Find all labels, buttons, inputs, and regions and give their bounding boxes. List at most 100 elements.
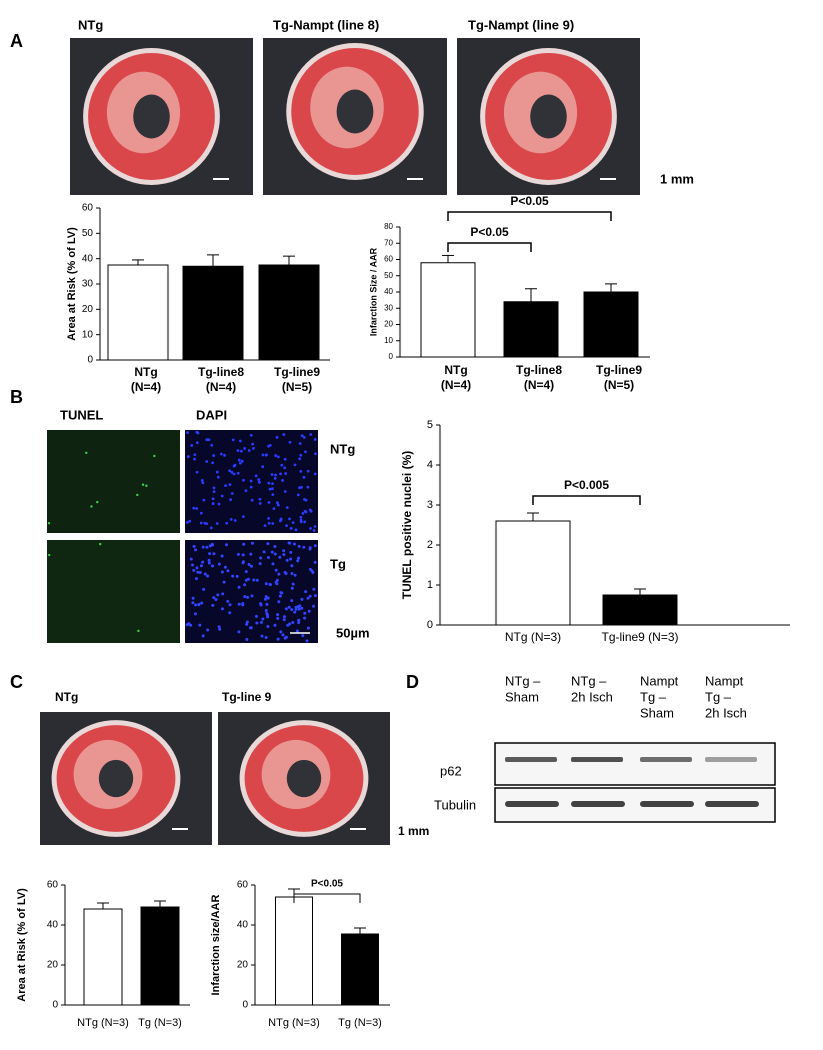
y-tick-label: 20	[384, 320, 393, 329]
nucleus	[276, 616, 280, 620]
nucleus	[263, 524, 267, 528]
nucleus	[260, 634, 264, 638]
nucleus	[283, 466, 287, 470]
nucleus	[298, 457, 302, 461]
nucleus	[219, 452, 223, 456]
nucleus	[198, 623, 202, 627]
nucleus	[299, 515, 303, 519]
nucleus	[304, 450, 307, 454]
bar	[495, 520, 571, 626]
significance-label: P<0.005	[564, 478, 609, 492]
nucleus	[298, 486, 301, 490]
nucleus	[313, 472, 317, 476]
nucleus	[275, 578, 279, 582]
nucleus	[285, 558, 289, 562]
nucleus	[241, 602, 245, 606]
nucleus	[217, 502, 221, 506]
nucleus	[268, 582, 272, 586]
nucleus	[216, 475, 220, 479]
nucleus	[194, 577, 198, 581]
nucleus	[215, 470, 219, 474]
nucleus	[312, 587, 316, 591]
y-tick-label: 0	[87, 355, 93, 366]
nucleus	[237, 458, 241, 462]
bar	[258, 264, 320, 361]
nucleus	[285, 524, 288, 528]
nucleus	[266, 615, 270, 619]
nucleus	[195, 566, 199, 570]
nucleus	[212, 596, 216, 600]
nucleus	[296, 559, 300, 563]
nucleus	[277, 572, 281, 576]
x-tick-label: (N=5)	[604, 378, 634, 392]
nucleus	[266, 542, 270, 546]
nucleus	[211, 603, 215, 607]
y-tick-label: 60	[384, 255, 393, 264]
nucleus	[275, 582, 279, 586]
nucleus	[47, 521, 51, 525]
nucleus	[245, 622, 249, 626]
nucleus	[225, 521, 229, 525]
nucleus	[229, 517, 233, 521]
nucleus	[190, 444, 194, 447]
nucleus	[223, 565, 227, 569]
nucleus	[237, 602, 241, 606]
nucleus	[293, 573, 297, 577]
x-tick-label: NTg	[444, 363, 467, 377]
column-label: Tg –	[640, 689, 667, 704]
nucleus	[294, 607, 298, 611]
nucleus	[296, 493, 300, 497]
row-label: NTg	[330, 441, 355, 456]
nucleus	[145, 484, 148, 487]
nucleus	[233, 519, 237, 522]
nucleus	[288, 517, 291, 521]
nucleus	[237, 585, 241, 589]
column-label: Nampt	[640, 673, 679, 688]
nucleus	[244, 489, 248, 493]
nucleus	[192, 544, 196, 548]
nucleus	[200, 479, 204, 482]
bar	[140, 906, 180, 1006]
nucleus	[297, 544, 301, 548]
y-tick-label: 20	[237, 960, 249, 971]
nucleus	[274, 473, 277, 477]
nucleus	[249, 626, 253, 630]
nucleus	[267, 521, 271, 525]
nucleus	[228, 469, 232, 473]
nucleus	[270, 473, 274, 476]
nucleus	[275, 435, 279, 439]
nucleus	[314, 452, 317, 456]
nucleus	[306, 626, 310, 630]
nucleus	[236, 449, 240, 452]
column-label: 2h Isch	[571, 689, 613, 704]
nucleus	[141, 483, 145, 486]
nucleus	[265, 611, 269, 615]
nucleus	[288, 440, 292, 444]
y-tick-label: 20	[82, 304, 94, 315]
nucleus	[306, 485, 310, 489]
nucleus	[211, 461, 215, 465]
significance-bracket	[447, 211, 612, 221]
nucleus	[284, 607, 288, 611]
panel-letter: A	[10, 31, 23, 51]
column-label: TUNEL	[60, 407, 103, 422]
nucleus	[262, 550, 266, 554]
nucleus	[263, 597, 267, 601]
nucleus	[203, 572, 207, 576]
nucleus	[270, 487, 274, 491]
nucleus	[277, 600, 281, 604]
scale-label: 50µm	[336, 625, 370, 640]
nucleus	[99, 542, 102, 546]
nucleus	[205, 438, 209, 442]
nucleus	[241, 553, 245, 557]
nucleus	[228, 603, 232, 607]
nucleus	[220, 494, 224, 498]
bar	[83, 908, 123, 1006]
nucleus	[228, 483, 232, 487]
nucleus	[244, 570, 248, 574]
y-tick-label: 0	[427, 619, 433, 631]
nucleus	[268, 444, 272, 447]
nucleus	[295, 629, 299, 633]
nucleus	[258, 502, 262, 505]
x-tick-label: NTg (N=3)	[268, 1017, 320, 1029]
